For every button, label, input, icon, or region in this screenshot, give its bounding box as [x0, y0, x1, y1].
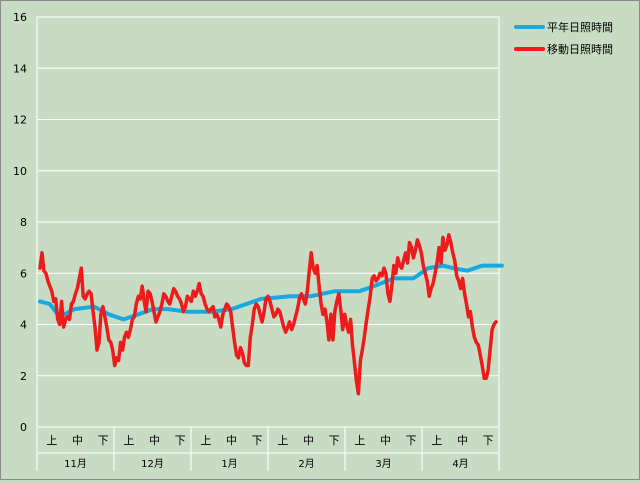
y-tick-label: 16	[13, 11, 27, 24]
x-month-label: 4月	[452, 458, 468, 470]
y-tick-label: 10	[13, 165, 27, 178]
series-line-moving	[38, 233, 498, 396]
x-month-label: 1月	[221, 458, 237, 470]
y-tick-label: 4	[20, 319, 27, 332]
y-tick-label: 12	[13, 114, 27, 127]
x-period-label: 中	[380, 434, 391, 447]
x-axis: 上中下11月上中下12月上中下1月上中下2月上中下3月上中下4月	[36, 426, 500, 471]
x-period-label: 上	[277, 434, 288, 447]
x-period-label: 上	[431, 434, 442, 447]
y-tick-label: 14	[13, 62, 27, 75]
x-period-label: 中	[226, 434, 237, 447]
x-period-label: 中	[72, 434, 83, 447]
gridlines	[36, 16, 500, 428]
x-period-label: 下	[406, 434, 417, 447]
y-axis: 0 2 4 6 8 10 12 14 16	[13, 11, 27, 434]
plot-series	[38, 233, 504, 396]
x-period-label: 下	[98, 434, 109, 447]
x-period-label: 中	[149, 434, 160, 447]
x-period-label: 下	[175, 434, 186, 447]
x-period-label: 下	[329, 434, 340, 447]
legend-label: 平年日照時間	[547, 20, 613, 34]
y-tick-label: 8	[20, 216, 27, 229]
y-tick-label: 2	[20, 370, 27, 383]
x-month-label: 11月	[64, 458, 87, 470]
x-period-label: 下	[483, 434, 494, 447]
x-period-label: 上	[46, 434, 57, 447]
x-period-label: 上	[200, 434, 211, 447]
legend-label: 移動日照時間	[547, 42, 613, 56]
x-month-label: 3月	[375, 458, 391, 470]
y-tick-label: 0	[20, 421, 27, 434]
x-period-label: 中	[457, 434, 468, 447]
x-period-label: 中	[303, 434, 314, 447]
x-period-label: 上	[123, 434, 134, 447]
y-tick-label: 6	[20, 267, 27, 280]
x-period-label: 上	[354, 434, 365, 447]
x-period-label: 下	[252, 434, 263, 447]
x-month-label: 12月	[141, 458, 164, 470]
x-month-label: 2月	[298, 458, 314, 470]
